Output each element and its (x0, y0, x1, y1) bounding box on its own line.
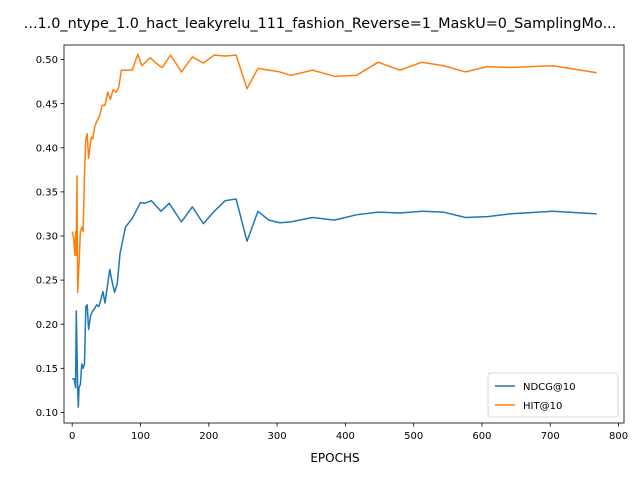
y-tick-label: 0.20 (36, 320, 58, 331)
x-tick-label: 500 (404, 431, 423, 442)
y-tick-label: 0.35 (36, 187, 58, 198)
x-tick-label: 700 (541, 431, 560, 442)
x-tick-label: 100 (131, 431, 150, 442)
legend-box (487, 372, 619, 418)
y-axis: 0.10 0.15 0.20 0.25 0.30 0.35 0.40 0.45 0.50 (36, 55, 64, 419)
y-tick-label: 0.45 (36, 99, 58, 110)
series-line-hit-10 (71, 53, 597, 294)
plot-area (64, 45, 624, 423)
y-tick-label: 0.30 (36, 232, 58, 243)
legend: NDCG@10 HIT@10 (487, 372, 619, 418)
y-tick-label: 0.25 (36, 276, 58, 287)
y-tick-label: 0.10 (36, 408, 58, 419)
x-axis: 0 100 200 300 400 500 600 700 800 (69, 423, 628, 442)
series-layer (71, 53, 597, 408)
x-tick-label: 800 (609, 431, 628, 442)
y-tick-label: 0.40 (36, 143, 58, 154)
x-axis-label: EPOCHS (310, 451, 359, 465)
y-tick-label: 0.50 (36, 55, 58, 66)
x-tick-label: 300 (268, 431, 287, 442)
x-tick-label: 600 (472, 431, 491, 442)
series-line-ndcg-10 (72, 198, 597, 408)
y-tick-label: 0.15 (36, 364, 58, 375)
legend-entry: HIT@10 (523, 401, 562, 412)
x-tick-label: 400 (336, 431, 355, 442)
chart-title: ...1.0_ntype_1.0_hact_leakyrelu_111_fash… (24, 16, 616, 32)
legend-entry: NDCG@10 (523, 382, 576, 393)
plot-border (63, 44, 625, 424)
x-tick-label: 0 (69, 431, 75, 442)
x-tick-label: 200 (199, 431, 218, 442)
